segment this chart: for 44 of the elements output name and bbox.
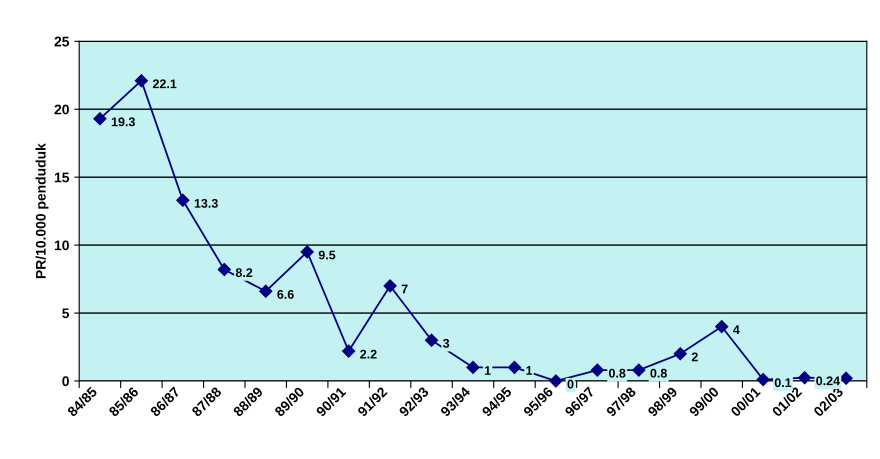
data-label: 0.24 [816,376,840,386]
data-label: 2.2 [360,350,377,358]
data-label: 4 [733,325,740,334]
point [218,262,231,276]
point [632,364,646,377]
point [384,279,397,292]
data-label: 0.1 [774,378,792,388]
point [549,374,562,388]
point [466,360,480,374]
data-label: 0.8 [608,368,626,378]
y-tick-label: 10 [54,240,69,250]
point [342,344,356,358]
point [176,194,190,207]
data-label: 19.3 [112,117,135,126]
point [93,112,107,126]
data-label: 7 [402,284,408,294]
data-label: 6.6 [277,290,294,299]
y-tick-label: 5 [62,308,70,318]
data-label: 2 [692,352,698,362]
data-label: 13.3 [194,198,218,208]
point [300,245,314,258]
point [134,74,148,88]
data-label: 3 [442,338,450,348]
y-tick-label: 20 [54,104,69,114]
point [839,372,853,385]
data-label: 8.2 [236,268,252,278]
y-tick-label: 0 [62,376,69,386]
y-tick-label: 25 [54,36,70,46]
y-axis-title: PR/10.000 penduduk [36,143,48,278]
data-label: 0.8 [650,368,667,378]
point [715,320,728,334]
y-tick-label: 15 [54,172,70,182]
point [508,360,522,374]
point [674,347,687,360]
point [424,334,438,347]
data-label: 0 [568,380,574,388]
point [259,284,272,298]
point [756,373,770,386]
data-label: 1 [526,366,532,375]
data-label: 22.1 [152,79,176,88]
data-label: 1 [484,366,491,375]
point [798,371,812,384]
point [590,364,604,377]
data-label: 9.5 [318,250,336,260]
